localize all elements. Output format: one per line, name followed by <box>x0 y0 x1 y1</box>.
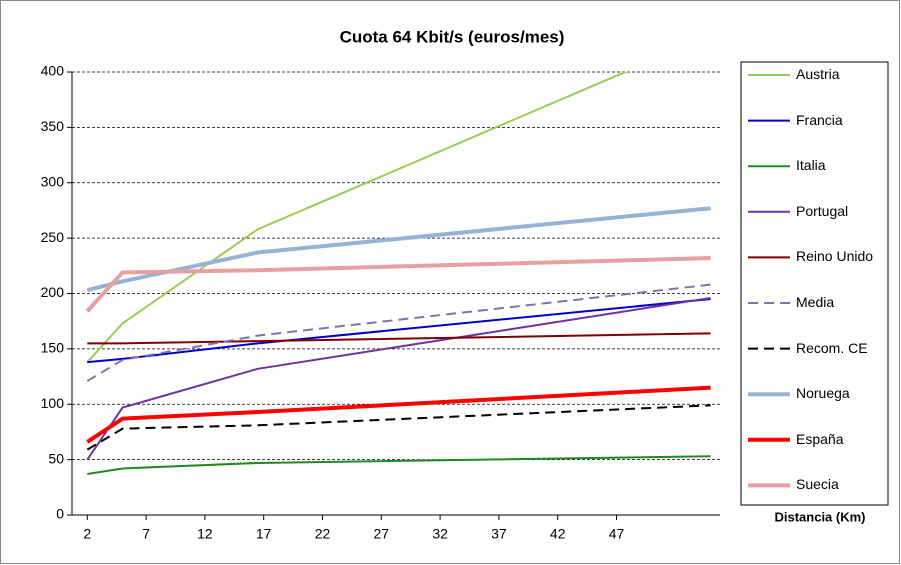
y-tick-label: 300 <box>41 173 65 189</box>
y-tick-label: 0 <box>56 506 64 522</box>
x-tick-label: 12 <box>197 526 213 542</box>
y-tick-label: 150 <box>41 340 65 356</box>
x-tick-label: 27 <box>374 526 390 542</box>
x-tick-label: 47 <box>609 526 625 542</box>
series-line <box>85 256 711 313</box>
legend-label: Portugal <box>796 202 849 219</box>
x-axis-label: Distancia (Km) <box>774 509 865 524</box>
series-line <box>87 298 711 364</box>
legend-label: Austria <box>796 66 840 82</box>
y-tick-label: 400 <box>41 63 65 79</box>
x-tick-label: 17 <box>256 526 272 542</box>
series-line <box>86 385 711 444</box>
y-tick-label: 250 <box>41 229 65 245</box>
y-tick-label: 200 <box>41 284 65 300</box>
series-line <box>87 332 711 345</box>
y-tick-label: 50 <box>48 450 64 466</box>
series-line <box>86 206 711 293</box>
series-line <box>87 455 711 476</box>
x-tick-label: 7 <box>142 526 150 542</box>
legend-label: Italia <box>796 157 826 174</box>
plot-lines <box>85 72 711 476</box>
legend-box <box>740 61 889 506</box>
chart-title: Cuota 64 Kbit/s (euros/mes) <box>340 27 565 46</box>
x-tick-label: 42 <box>550 526 566 542</box>
legend-label: Francia <box>796 111 843 128</box>
legend-label: España <box>796 430 844 447</box>
legend-label: Media <box>796 294 835 310</box>
y-tick-label: 350 <box>41 118 65 134</box>
series-line <box>86 404 711 451</box>
series-line <box>86 296 711 461</box>
legend-label: Reino Unido <box>796 248 874 265</box>
x-tick-label: 22 <box>315 526 331 542</box>
legend-label: Noruega <box>796 385 850 402</box>
legend-label: Recom. CE <box>796 339 868 356</box>
x-tick-label: 2 <box>83 526 91 542</box>
x-tick-label: 37 <box>491 526 507 542</box>
y-tick-label: 100 <box>41 395 65 411</box>
series-line <box>86 283 711 382</box>
legend-label: Suecia <box>796 476 839 493</box>
x-tick-label: 32 <box>432 526 448 542</box>
